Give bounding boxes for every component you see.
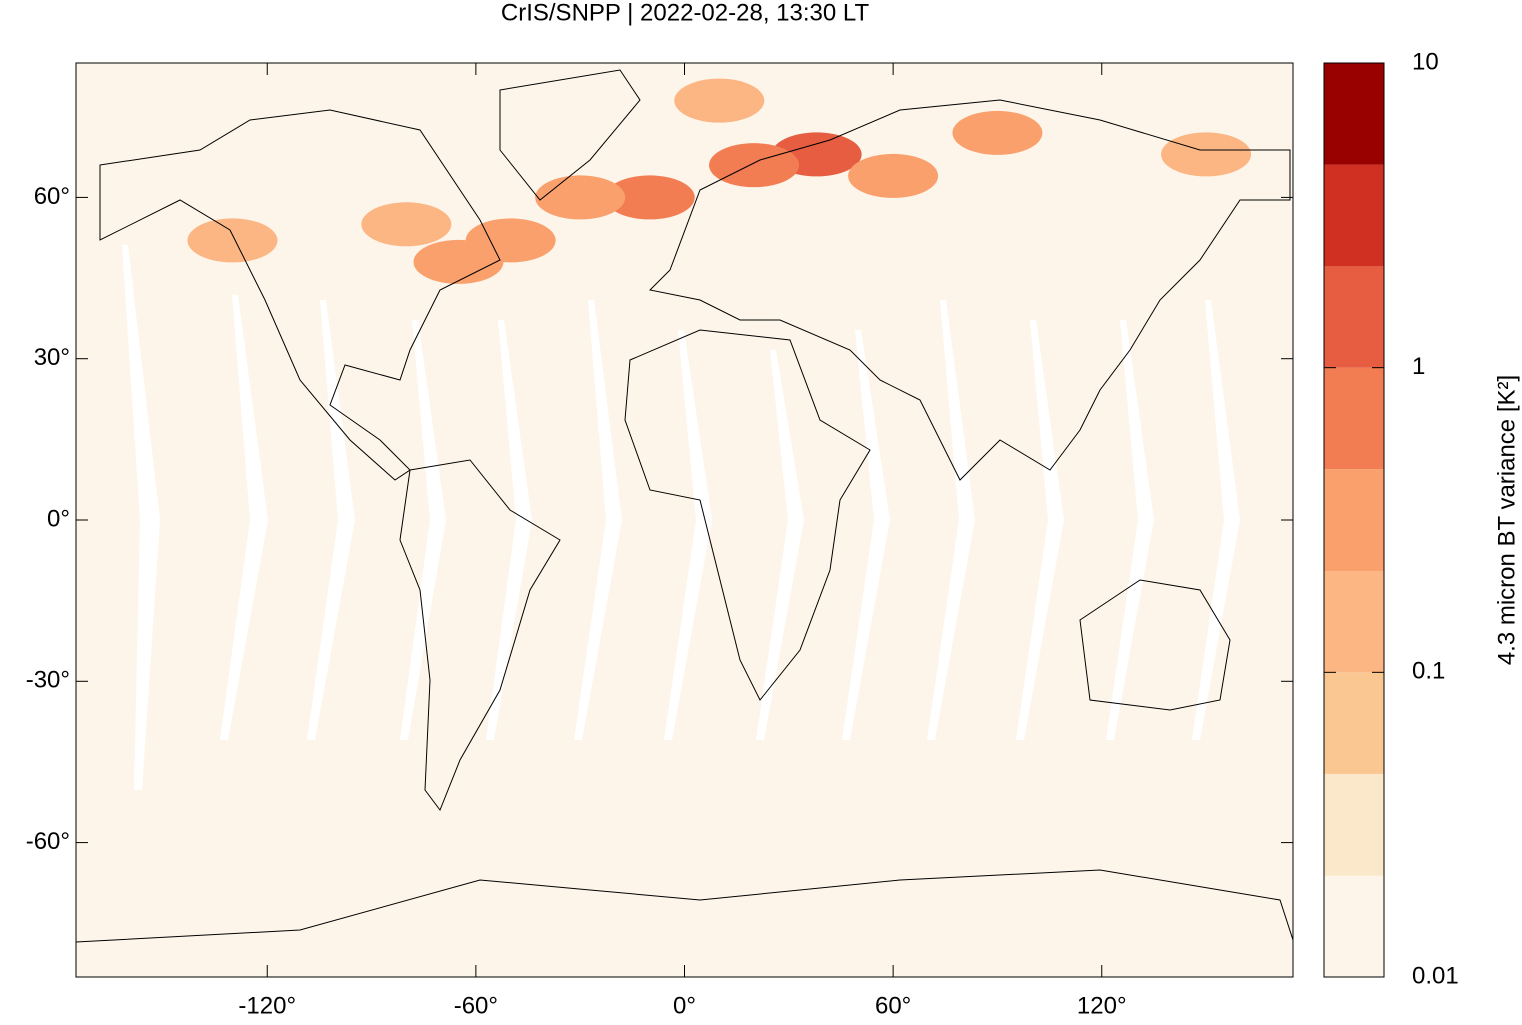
- x-tick-label: 60°: [875, 992, 911, 1019]
- coastlines: [76, 69, 1293, 943]
- colorbar-bin: [1324, 571, 1384, 673]
- plot-background: [76, 63, 1293, 977]
- chart-title: CrIS/SNPP | 2022-02-28, 13:30 LT: [501, 0, 870, 26]
- y-tick-label: -30°: [26, 667, 70, 694]
- data-cell: [604, 175, 695, 220]
- data-cell: [848, 153, 939, 198]
- y-tick-label: 60°: [34, 183, 70, 210]
- colorbar-bin: [1324, 266, 1384, 368]
- colorbar-bin: [1324, 469, 1384, 572]
- x-tick-label: 0°: [673, 992, 696, 1019]
- x-tick-label: -60°: [454, 992, 498, 1019]
- y-tick-label: -60°: [26, 828, 70, 855]
- colorbar-label: 4.3 micron BT variance [K²]: [1493, 375, 1520, 665]
- data-cell: [1161, 132, 1252, 177]
- data-cell: [674, 78, 765, 123]
- colorbar-tick-label: 10: [1412, 48, 1439, 75]
- data-cell: [187, 218, 278, 263]
- colorbar-tick-label: 0.01: [1412, 962, 1459, 989]
- x-tick-label: 120°: [1077, 992, 1127, 1019]
- colorbar-bin: [1324, 63, 1384, 165]
- colorbar-frame: [1323, 62, 1385, 978]
- colorbar-bin: [1324, 164, 1384, 267]
- data-cell: [413, 239, 504, 284]
- y-tick-label: 30°: [34, 344, 70, 371]
- data-cell: [709, 143, 800, 188]
- colorbar-tick-label: 0.1: [1412, 658, 1445, 685]
- data-cell: [535, 175, 626, 220]
- colorbar-bin: [1324, 773, 1384, 876]
- data-cell: [361, 202, 452, 247]
- colorbar-bin: [1324, 672, 1384, 774]
- colorbar-bin: [1324, 875, 1384, 977]
- x-tick-label: -120°: [238, 992, 296, 1019]
- data-field: [187, 78, 1252, 284]
- no-data-swaths: [122, 245, 1240, 790]
- colorbar-tick-label: 1: [1412, 353, 1425, 380]
- colorbar-bin: [1324, 367, 1384, 470]
- y-tick-label: 0°: [47, 505, 70, 532]
- data-cell: [952, 110, 1043, 155]
